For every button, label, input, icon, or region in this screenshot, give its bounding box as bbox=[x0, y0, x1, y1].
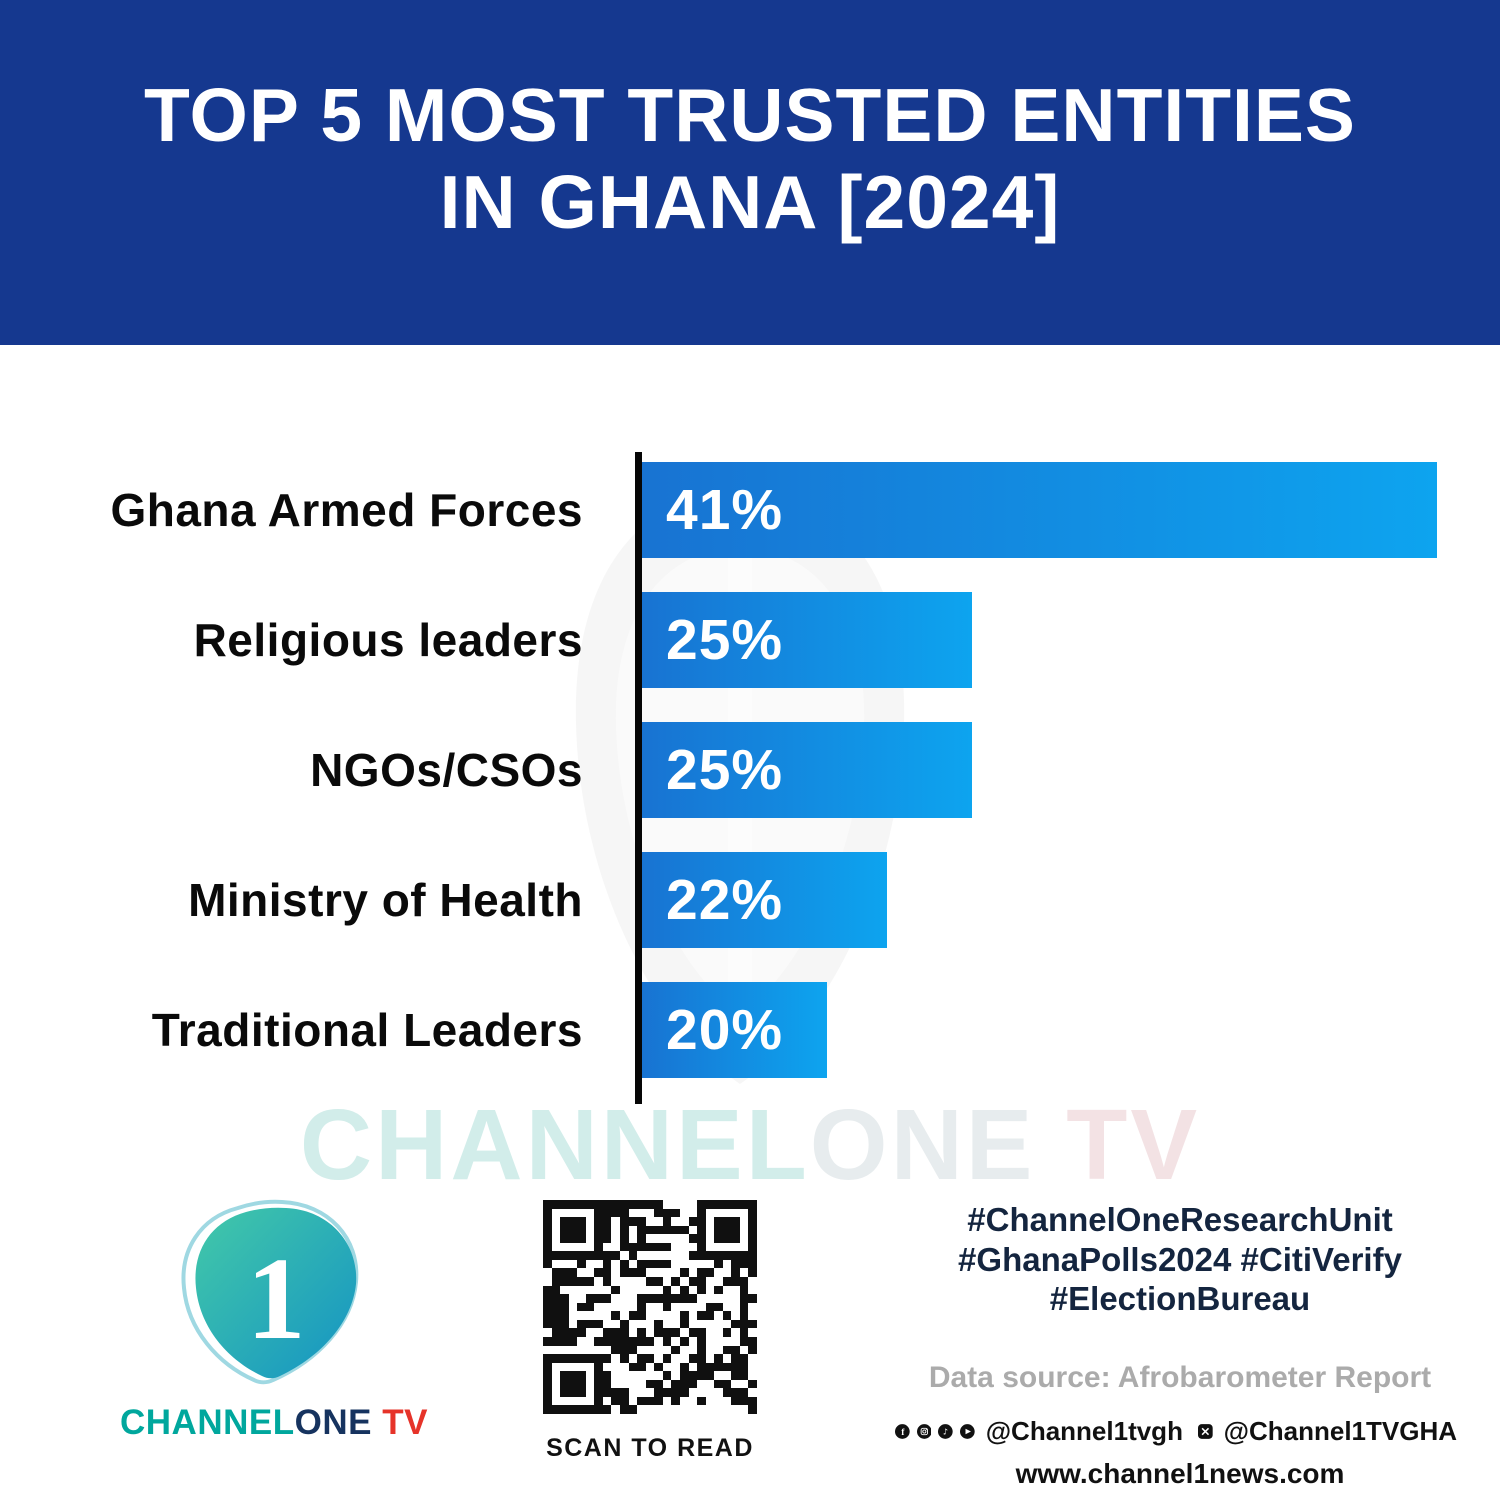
social-handle-2: @Channel1TVGHA bbox=[1223, 1415, 1458, 1446]
chart-axis bbox=[635, 452, 642, 1104]
svg-text:1: 1 bbox=[247, 1233, 306, 1364]
bar-track: 22% bbox=[642, 852, 1500, 948]
svg-text:f: f bbox=[901, 1427, 905, 1438]
chart-row: Traditional Leaders 20% bbox=[0, 982, 1500, 1078]
header-banner: TOP 5 MOST TRUSTED ENTITIES IN GHANA [20… bbox=[0, 0, 1500, 345]
social-row: f ♪ @Channel1tvgh @Channel1TVGHA bbox=[895, 1415, 1465, 1448]
qr-caption: SCAN TO READ bbox=[546, 1434, 754, 1462]
footer-meta: #ChannelOneResearchUnit #GhanaPolls2024 … bbox=[895, 1200, 1465, 1490]
logo-word-tv: TV bbox=[371, 1403, 428, 1442]
watermark-tv: TV bbox=[1035, 1089, 1201, 1201]
x-icon bbox=[1197, 1415, 1213, 1448]
data-source: Data source: Afrobarometer Report bbox=[928, 1360, 1432, 1394]
chart-row: Religious leaders 25% bbox=[0, 592, 1500, 688]
bar-value-label: 25% bbox=[666, 608, 784, 672]
youtube-icon bbox=[960, 1415, 975, 1448]
hashtag-line: #ElectionBureau bbox=[1049, 1280, 1311, 1318]
bar-track: 25% bbox=[642, 722, 1500, 818]
bar-value-label: 22% bbox=[666, 868, 784, 932]
category-label: Ghana Armed Forces bbox=[110, 484, 583, 536]
watermark-channel: CHANNEL bbox=[299, 1089, 810, 1201]
category-label: Ministry of Health bbox=[188, 874, 583, 926]
bar-track: 41% bbox=[642, 462, 1500, 558]
social-handle-1: @Channel1tvgh bbox=[985, 1415, 1183, 1446]
bar: 25% bbox=[642, 722, 973, 818]
bar-track: 25% bbox=[642, 592, 1500, 688]
chart-rows: Ghana Armed Forces 41% Religious leaders… bbox=[0, 462, 1500, 1078]
qr-block: SCAN TO READ bbox=[543, 1200, 757, 1463]
website-url: www.channel1news.com bbox=[1015, 1457, 1345, 1489]
bar-track: 20% bbox=[642, 982, 1500, 1078]
watermark-one: ONE bbox=[809, 1089, 1036, 1201]
watermark-text: CHANNELONE TV bbox=[0, 1088, 1500, 1203]
chart-row: NGOs/CSOs 25% bbox=[0, 722, 1500, 818]
qr-code bbox=[543, 1200, 757, 1414]
title-line-1: TOP 5 MOST TRUSTED ENTITIES bbox=[144, 73, 1356, 157]
channel-one-logo: 1 CHANNELONE TV bbox=[120, 1192, 427, 1443]
svg-text:♪: ♪ bbox=[943, 1426, 948, 1436]
bar: 22% bbox=[642, 852, 888, 948]
chart-row: Ministry of Health 22% bbox=[0, 852, 1500, 948]
chart-row: Ghana Armed Forces 41% bbox=[0, 462, 1500, 558]
title-line-2: IN GHANA [2024] bbox=[439, 160, 1061, 244]
hashtags: #ChannelOneResearchUnit #GhanaPolls2024 … bbox=[895, 1200, 1465, 1319]
bar-value-label: 20% bbox=[666, 998, 784, 1062]
logo-wordmark: CHANNELONE TV bbox=[120, 1403, 427, 1443]
facebook-icon: f bbox=[895, 1415, 910, 1448]
channel-one-logo-mark: 1 bbox=[181, 1199, 359, 1385]
bar: 20% bbox=[642, 982, 828, 1078]
bar: 41% bbox=[642, 462, 1438, 558]
category-label: Religious leaders bbox=[193, 614, 583, 666]
hashtag-line: #ChannelOneResearchUnit bbox=[967, 1201, 1393, 1238]
bar: 25% bbox=[642, 592, 973, 688]
bar-value-label: 41% bbox=[666, 478, 784, 542]
logo-word-channel: CHANNEL bbox=[120, 1403, 295, 1442]
bar-value-label: 25% bbox=[666, 738, 784, 802]
category-label: NGOs/CSOs bbox=[310, 744, 583, 796]
logo-word-one: ONE bbox=[294, 1403, 372, 1442]
instagram-icon bbox=[916, 1415, 932, 1448]
tiktok-icon: ♪ bbox=[938, 1415, 954, 1448]
hashtag-line: #GhanaPolls2024 #CitiVerify bbox=[958, 1240, 1402, 1278]
page-title: TOP 5 MOST TRUSTED ENTITIES IN GHANA [20… bbox=[144, 0, 1356, 246]
category-label: Traditional Leaders bbox=[151, 1004, 583, 1056]
